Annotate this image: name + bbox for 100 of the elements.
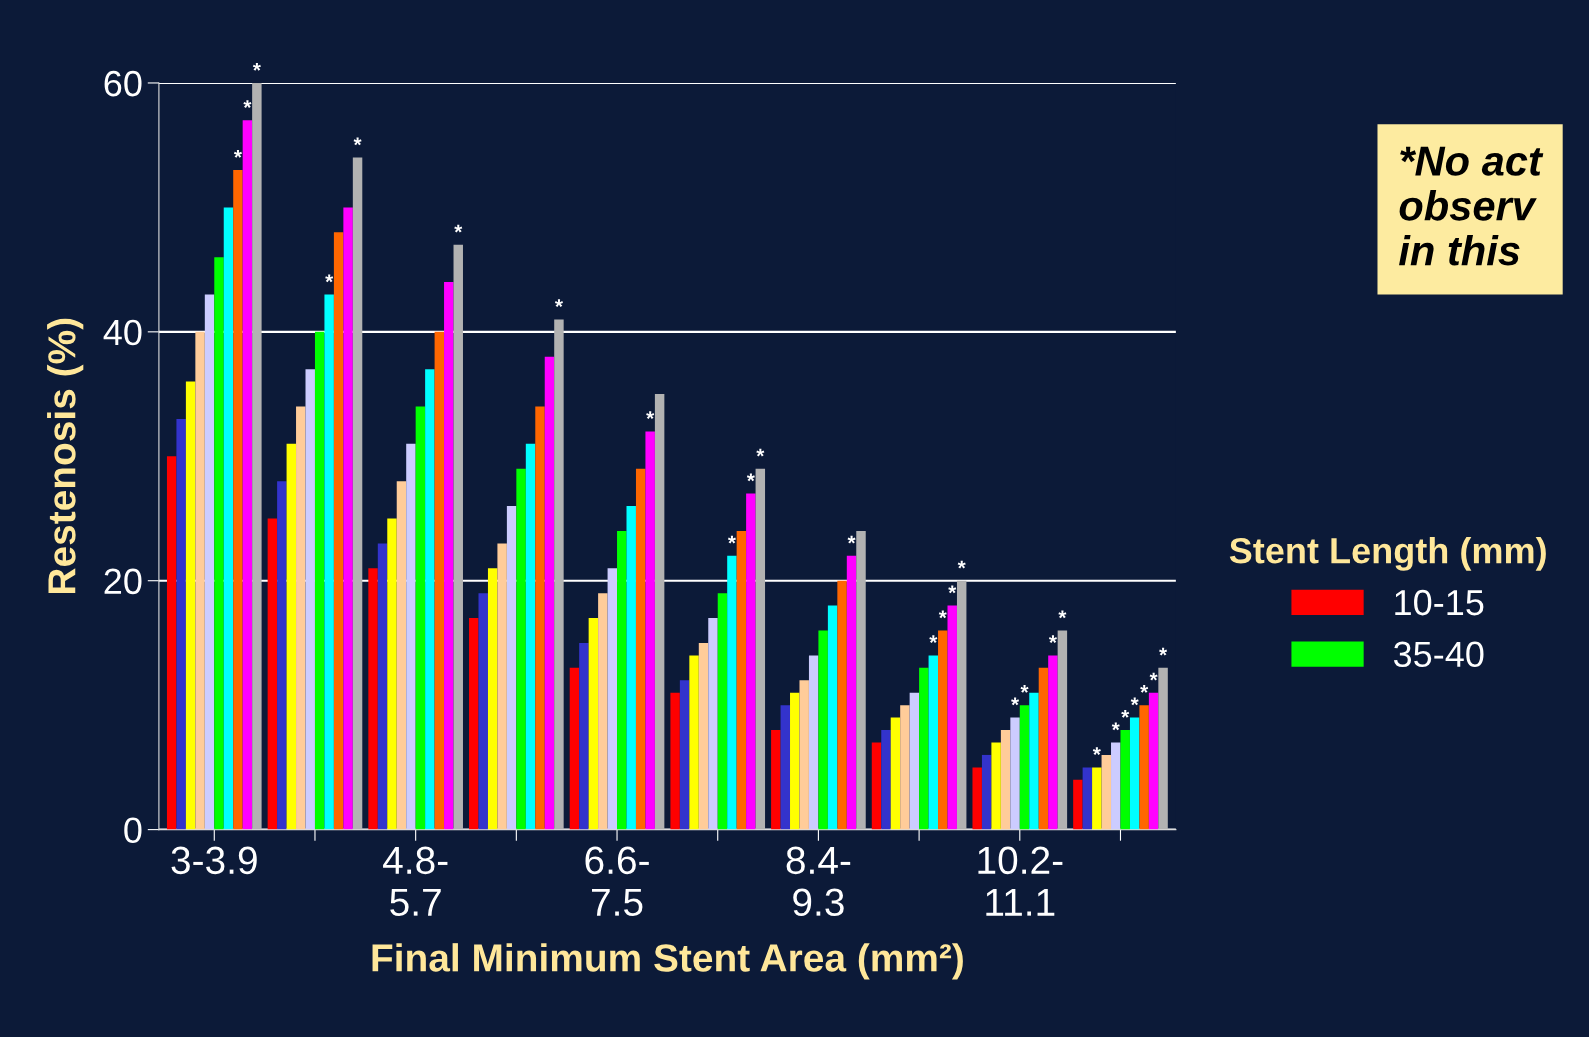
bar (1092, 767, 1102, 830)
bar (689, 655, 699, 830)
bar (286, 443, 297, 830)
bar (717, 593, 728, 830)
bar (453, 244, 463, 830)
data-label: * (847, 535, 856, 544)
bar (569, 667, 580, 830)
bar (991, 742, 1001, 830)
bar (444, 282, 454, 830)
y-tick-label: 0 (124, 817, 142, 844)
bar (497, 543, 507, 830)
bar (981, 754, 992, 830)
data-label: * (1140, 685, 1149, 693)
bar (698, 642, 709, 830)
bar (799, 680, 809, 830)
bar (506, 506, 517, 830)
bar (333, 232, 344, 830)
bar (1019, 705, 1030, 830)
bar (544, 356, 555, 830)
data-label: * (746, 473, 755, 482)
bar (469, 618, 479, 830)
bar (1010, 717, 1020, 830)
bar (343, 207, 353, 830)
bar (871, 742, 882, 830)
bar (972, 767, 982, 830)
bar (415, 406, 426, 830)
bar (919, 667, 929, 830)
data-label: * (454, 224, 463, 233)
bar (406, 443, 416, 830)
bar (396, 481, 407, 830)
bar (746, 493, 756, 830)
bar (635, 468, 646, 830)
bar (516, 468, 526, 830)
bar (856, 530, 866, 830)
bar (679, 680, 690, 830)
bar (377, 543, 388, 830)
bar (267, 518, 278, 830)
bar (598, 593, 608, 830)
bar (736, 530, 747, 830)
bar (928, 655, 939, 830)
bar (166, 456, 177, 830)
bar (525, 443, 536, 830)
bar (185, 381, 196, 830)
bar (1101, 754, 1112, 830)
x-tick-label: 8.4- 9.3 (786, 846, 851, 917)
bar (1082, 767, 1093, 830)
legend-label: 35-40 (1393, 641, 1484, 668)
bar (670, 692, 680, 830)
bar (881, 730, 891, 830)
x-tick-label: 10.2- 11.1 (978, 846, 1063, 916)
bar (233, 170, 243, 830)
bar (204, 294, 215, 830)
bar (296, 406, 306, 830)
bar (1029, 692, 1039, 830)
bar (305, 369, 315, 830)
bar (242, 120, 253, 830)
data-label: * (353, 137, 362, 146)
bar (727, 555, 737, 830)
text: *No act observ in this (1399, 146, 1544, 266)
bar (368, 568, 378, 830)
bar (314, 331, 325, 830)
bar (1120, 730, 1130, 830)
data-label: * (727, 535, 736, 544)
data-label: * (948, 585, 957, 594)
data-label: * (1020, 685, 1029, 693)
data-label: * (646, 411, 655, 420)
bar (909, 692, 920, 830)
bar (846, 555, 857, 830)
data-label: * (1121, 710, 1130, 718)
bar (890, 717, 901, 830)
bar (1111, 742, 1121, 830)
data-label: * (756, 448, 765, 457)
data-label: * (233, 150, 242, 158)
bar (755, 468, 766, 830)
data-label: * (1159, 647, 1168, 656)
bar (645, 431, 655, 830)
data-label: * (325, 274, 334, 283)
data-label: * (1011, 697, 1020, 706)
bar (434, 331, 445, 830)
bar (818, 630, 828, 830)
data-label: * (929, 635, 938, 644)
bar (1158, 667, 1168, 830)
y-axis-title: Restenosis (%) (47, 318, 84, 594)
bar (708, 618, 718, 830)
x-axis-title: Final Minimum Stent Area (mm²) (372, 943, 963, 980)
bar (535, 406, 545, 830)
bar (827, 605, 838, 830)
bar (771, 730, 781, 830)
data-label: * (1149, 672, 1158, 681)
bar (324, 294, 334, 830)
bar (956, 580, 967, 830)
bar (837, 580, 847, 830)
bar (1129, 717, 1140, 830)
x-tick-label: 4.8- 5.7 (383, 846, 448, 917)
x-tick-label: 3-3.9 (171, 846, 257, 875)
bar (900, 705, 910, 830)
bar (947, 605, 957, 830)
data-label: * (243, 100, 252, 108)
bar (387, 518, 397, 830)
y-tick-label: 60 (104, 70, 142, 97)
